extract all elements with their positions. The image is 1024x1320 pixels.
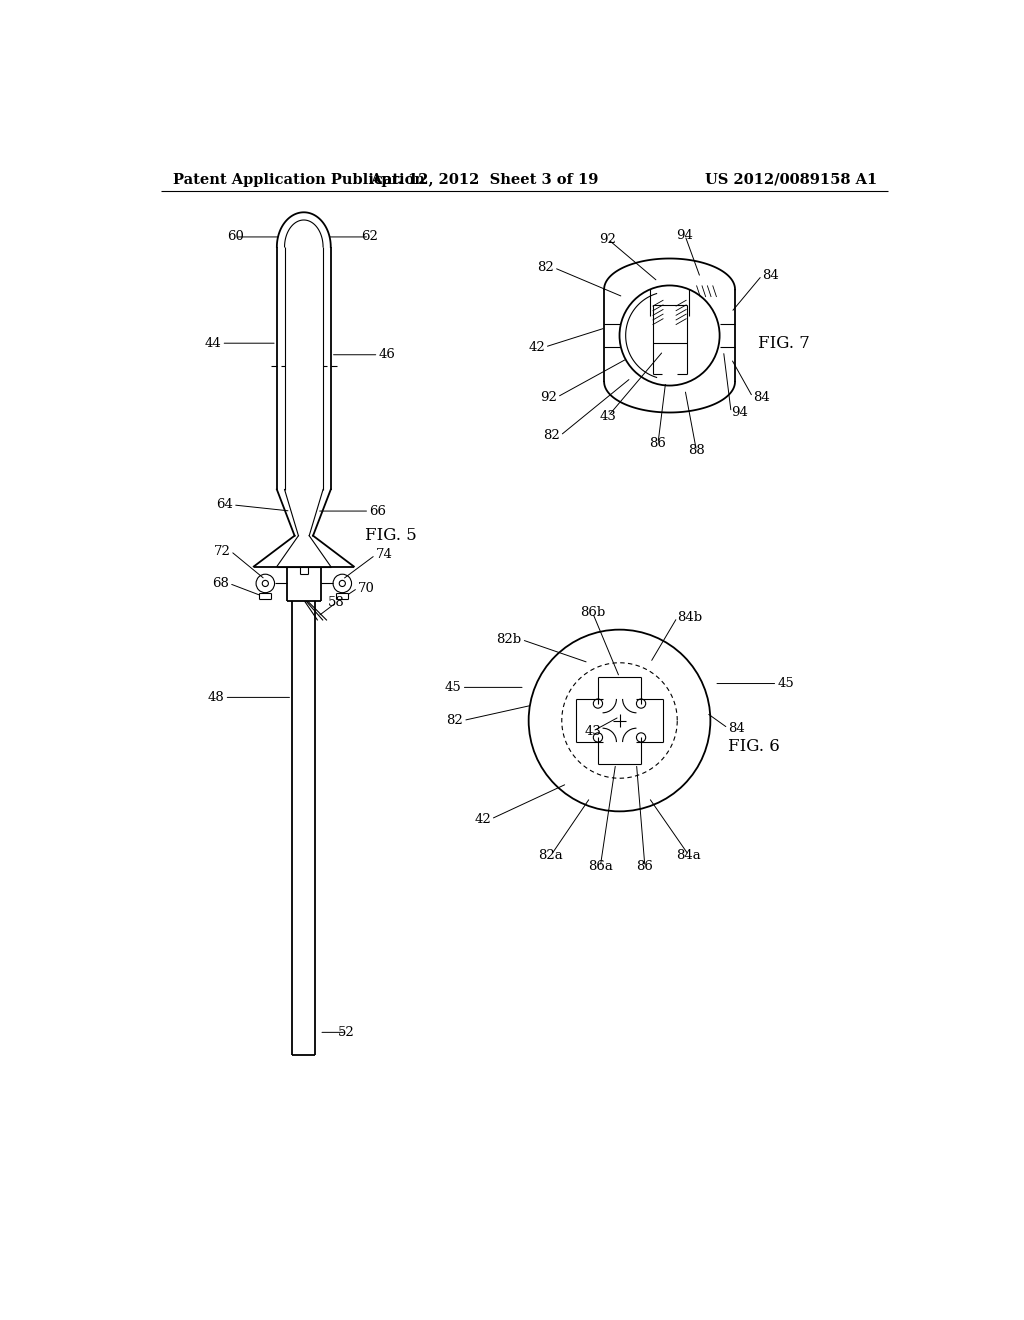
Text: 74: 74 (376, 548, 392, 561)
Text: 84: 84 (728, 722, 744, 735)
Text: 66: 66 (370, 504, 386, 517)
Text: 60: 60 (227, 231, 244, 243)
Text: 86: 86 (637, 861, 653, 874)
Text: 58: 58 (328, 597, 344, 610)
Text: 84: 84 (762, 269, 778, 282)
Text: 84: 84 (753, 391, 769, 404)
Text: 94: 94 (731, 407, 749, 418)
Text: 72: 72 (214, 545, 230, 557)
Text: 86b: 86b (580, 606, 605, 619)
Text: 94: 94 (677, 228, 693, 242)
Text: 70: 70 (357, 582, 375, 594)
Text: 82a: 82a (539, 849, 563, 862)
Text: 86a: 86a (588, 861, 612, 874)
Text: 82: 82 (446, 714, 463, 727)
Text: 52: 52 (338, 1026, 354, 1039)
Text: 92: 92 (599, 232, 616, 246)
Text: 82: 82 (544, 429, 560, 442)
Text: 43: 43 (584, 725, 601, 738)
Text: 86: 86 (649, 437, 667, 450)
Text: 42: 42 (528, 341, 545, 354)
Text: Apr. 12, 2012  Sheet 3 of 19: Apr. 12, 2012 Sheet 3 of 19 (371, 173, 599, 187)
Text: 92: 92 (541, 391, 557, 404)
Text: 45: 45 (444, 681, 462, 694)
Text: US 2012/0089158 A1: US 2012/0089158 A1 (706, 173, 878, 187)
Text: FIG. 6: FIG. 6 (728, 738, 780, 755)
Text: 82: 82 (538, 261, 554, 275)
Text: 44: 44 (205, 337, 221, 350)
Text: 84a: 84a (677, 849, 701, 862)
Text: 64: 64 (216, 499, 233, 511)
Text: 42: 42 (474, 813, 490, 825)
Text: 68: 68 (212, 577, 229, 590)
Text: 43: 43 (599, 409, 616, 422)
Text: 84b: 84b (677, 611, 702, 624)
Text: Patent Application Publication: Patent Application Publication (173, 173, 425, 187)
Text: 82b: 82b (497, 634, 521, 647)
Text: 48: 48 (208, 690, 224, 704)
Text: 46: 46 (379, 348, 395, 362)
Text: FIG. 5: FIG. 5 (365, 527, 417, 544)
Text: 45: 45 (777, 677, 794, 690)
Text: FIG. 7: FIG. 7 (758, 335, 809, 351)
Text: 88: 88 (688, 445, 705, 458)
Text: 62: 62 (360, 231, 378, 243)
